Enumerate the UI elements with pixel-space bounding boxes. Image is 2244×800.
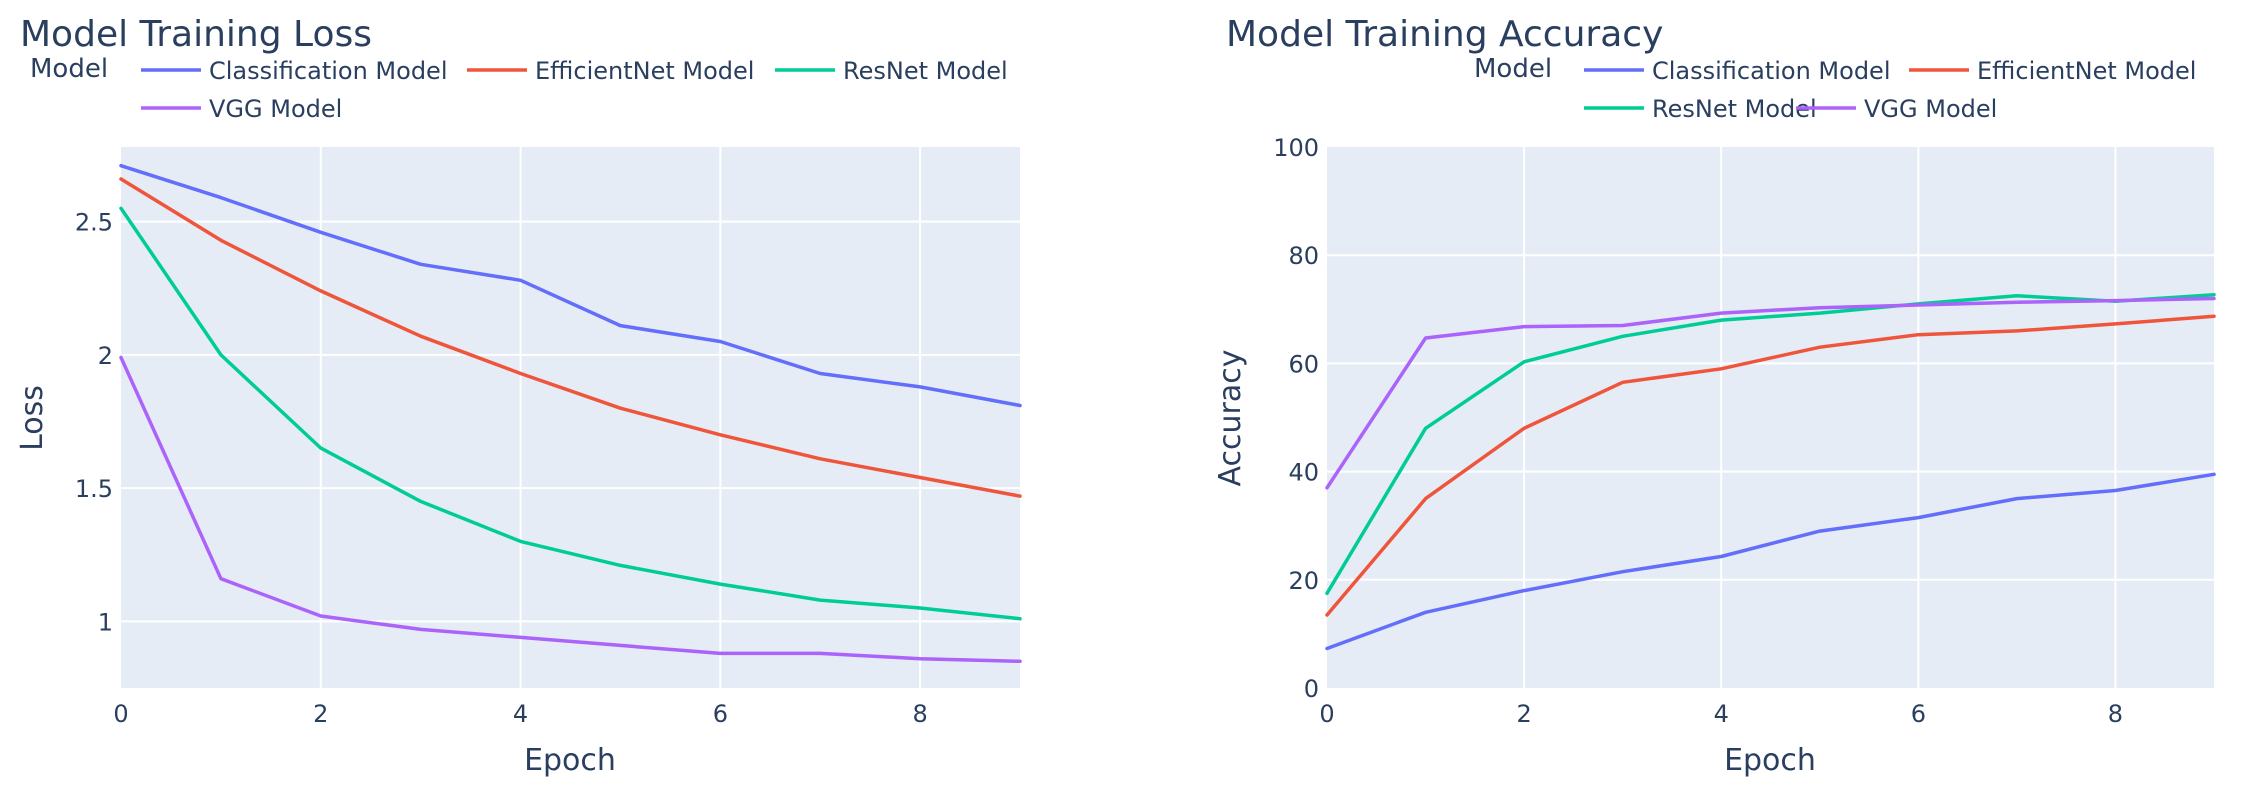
accuracy-chart-title: Model Training Accuracy: [1226, 14, 1663, 55]
accuracy-series-efficientnet-model: [1325, 314, 2216, 617]
accuracy-legend-label-classification-model: Classification Model: [1652, 57, 1891, 85]
loss-chart-title: Model Training Loss: [20, 14, 372, 55]
accuracy-y-tick-label: 80: [1288, 242, 1319, 270]
loss-legend-item-efficientnet-model[interactable]: EfficientNet Model: [467, 57, 754, 85]
accuracy-legend-title: Model: [1474, 54, 1552, 84]
loss-y-axis-label: Loss: [15, 385, 50, 451]
loss-x-tick-label: 8: [912, 700, 927, 728]
loss-y-tick-label: 1: [98, 608, 113, 636]
accuracy-y-tick-label: 100: [1273, 134, 1319, 162]
loss-x-tick-label: 6: [713, 700, 728, 728]
loss-series-resnet-model: [119, 206, 1022, 621]
accuracy-legend-label-resnet-model: ResNet Model: [1652, 95, 1817, 123]
accuracy-y-axis-label: Accuracy: [1213, 350, 1248, 487]
accuracy-x-tick-label: 6: [1911, 700, 1926, 728]
loss-x-axis-label: Epoch: [524, 743, 616, 778]
accuracy-legend-label-vgg-model: VGG Model: [1864, 95, 1997, 123]
loss-series-layer: [119, 163, 1022, 664]
loss-legend: Classification Model EfficientNet Model Re…: [141, 57, 1008, 123]
loss-legend-label-resnet-model: ResNet Model: [843, 57, 1008, 85]
accuracy-legend-label-efficientnet-model: EfficientNet Model: [1977, 57, 2196, 85]
loss-x-tick-label: 4: [513, 700, 528, 728]
loss-ticks: 0 2 4 6 8 1 1.5 2 2.5: [75, 209, 928, 728]
accuracy-series-resnet-model: [1325, 292, 2216, 596]
accuracy-series-vgg-model: [1325, 296, 2216, 490]
loss-chart: 0 2 4 6 811.522.5 Model Training Loss Model …: [15, 14, 1022, 778]
accuracy-legend: Classification Model EfficientNet Model Re…: [1584, 57, 2196, 123]
accuracy-series-layer: [1325, 292, 2216, 651]
accuracy-x-tick-label: 8: [2108, 700, 2123, 728]
loss-legend-label-classification-model: Classification Model: [209, 57, 448, 85]
accuracy-legend-item-efficientnet-model[interactable]: EfficientNet Model: [1909, 57, 2196, 85]
loss-gridlines: [121, 147, 1020, 688]
loss-y-tick-label: 2.5: [75, 209, 113, 237]
accuracy-legend-item-resnet-model[interactable]: ResNet Model: [1584, 95, 1817, 123]
accuracy-y-tick-label: 40: [1288, 459, 1319, 487]
accuracy-y-tick-label: 0: [1304, 675, 1319, 703]
loss-y-tick-label: 2: [98, 342, 113, 370]
loss-series-vgg-model: [119, 355, 1022, 664]
accuracy-x-tick-label: 2: [1516, 700, 1531, 728]
loss-y-tick-label: 1.5: [75, 475, 113, 503]
accuracy-y-tick-label: 60: [1288, 350, 1319, 378]
accuracy-x-tick-label: 4: [1714, 700, 1729, 728]
accuracy-x-tick-label: 0: [1319, 700, 1334, 728]
accuracy-series-classification-model: [1325, 472, 2216, 651]
loss-legend-item-vgg-model[interactable]: VGG Model: [141, 95, 342, 123]
loss-series-efficientnet-model: [119, 177, 1022, 498]
loss-series-classification-model: [119, 163, 1022, 408]
accuracy-y-tick-label: 20: [1288, 567, 1319, 595]
loss-x-tick-label: 2: [313, 700, 328, 728]
accuracy-gridlines: [1327, 147, 2214, 688]
accuracy-legend-item-vgg-model[interactable]: VGG Model: [1796, 95, 1997, 123]
loss-legend-label-vgg-model: VGG Model: [209, 95, 342, 123]
accuracy-legend-item-classification-model[interactable]: Classification Model: [1584, 57, 1891, 85]
loss-x-tick-label: 0: [113, 700, 128, 728]
accuracy-x-axis-label: Epoch: [1724, 743, 1816, 778]
accuracy-plot-area: [1327, 147, 2214, 688]
loss-legend-item-resnet-model[interactable]: ResNet Model: [775, 57, 1008, 85]
loss-legend-label-efficientnet-model: EfficientNet Model: [535, 57, 754, 85]
loss-legend-item-classification-model[interactable]: Classification Model: [141, 57, 448, 85]
loss-legend-title: Model: [30, 54, 108, 84]
